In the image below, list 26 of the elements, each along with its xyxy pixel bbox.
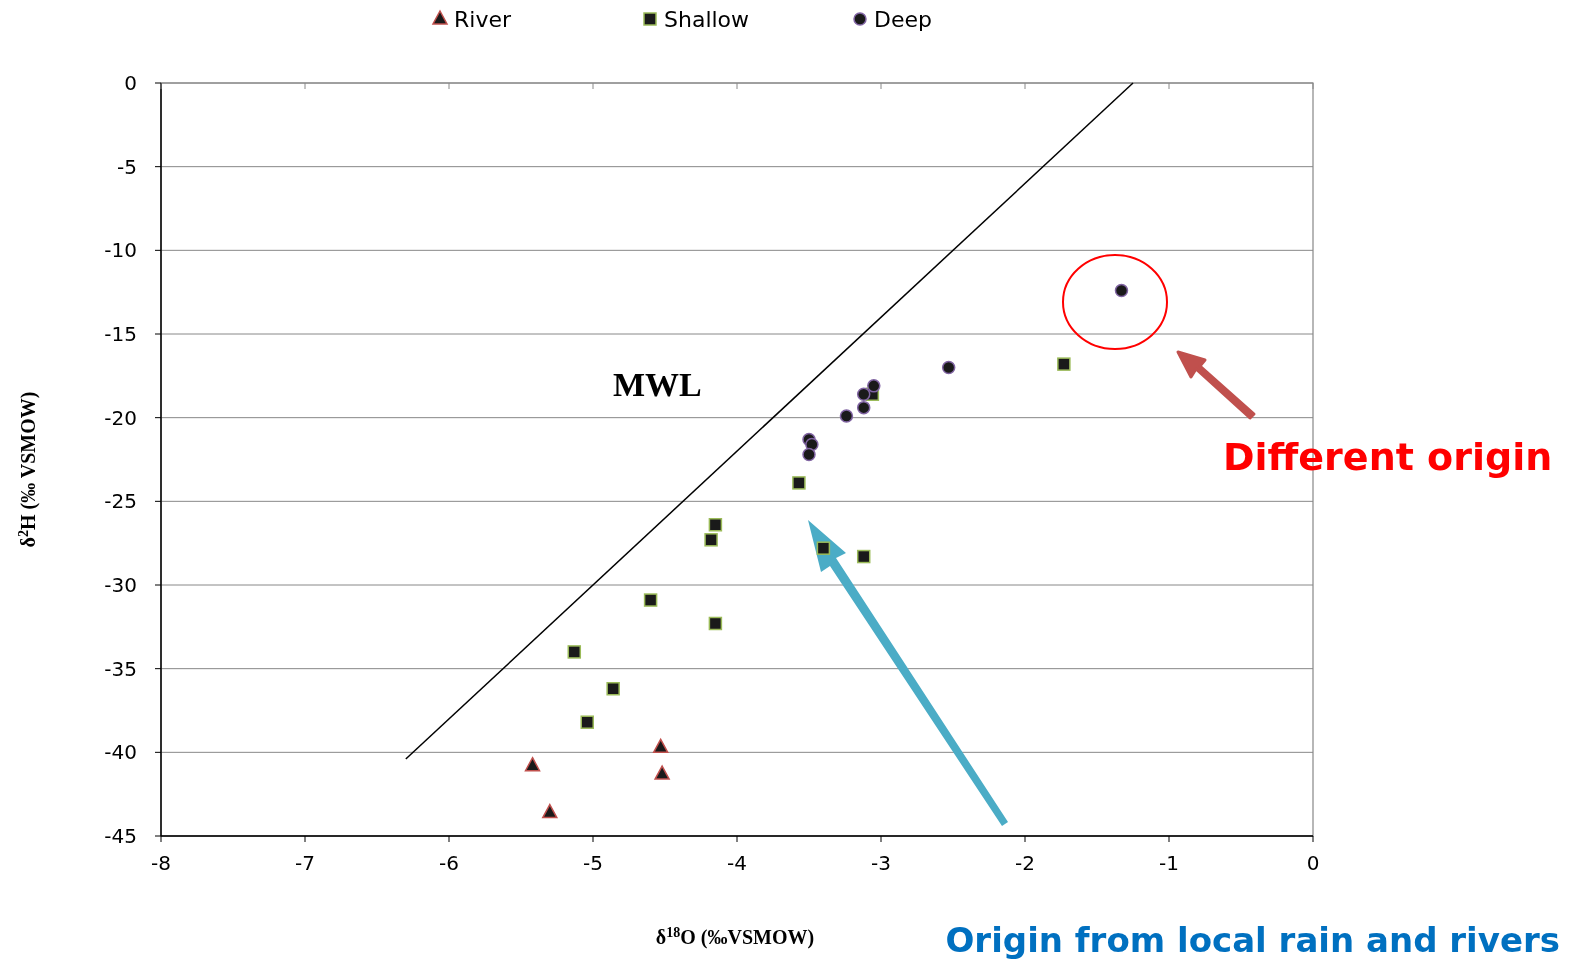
y-tick-label: 0: [124, 71, 137, 95]
x-tick-label: 0: [1306, 851, 1320, 875]
x-tick-label: -5: [583, 851, 603, 875]
y-tick-label: -15: [104, 322, 137, 346]
legend-label: River: [454, 6, 512, 32]
x-tick-label: -8: [151, 851, 171, 875]
legend-label: Deep: [874, 6, 932, 32]
y-tick-label: -45: [104, 824, 137, 848]
x-tick-label: -1: [1159, 851, 1179, 875]
y-tick-label: -25: [104, 489, 137, 514]
x-tick-label: -6: [439, 851, 459, 875]
x-tick-label: -4: [727, 851, 747, 875]
x-axis-title: δ$^{18}$O (‰VSMOW): [655, 924, 815, 949]
annotation: Different origin: [1223, 435, 1553, 479]
x-tick-label: -2: [1015, 851, 1035, 875]
y-tick-label: -35: [104, 656, 137, 681]
text: Origin from local rain and rivers: [945, 920, 1560, 960]
y-tick-label: -10: [104, 238, 137, 263]
x-tick-label: -3: [871, 851, 891, 875]
y-tick-label: -40: [104, 740, 137, 765]
x-tick-label: -7: [295, 851, 315, 875]
legend-label: Shallow: [664, 6, 750, 32]
y-tick-label: -30: [104, 573, 137, 597]
y-tick-label: -20: [104, 405, 137, 430]
y-tick-label: -5: [117, 154, 137, 179]
annotation: MWL: [613, 366, 702, 403]
